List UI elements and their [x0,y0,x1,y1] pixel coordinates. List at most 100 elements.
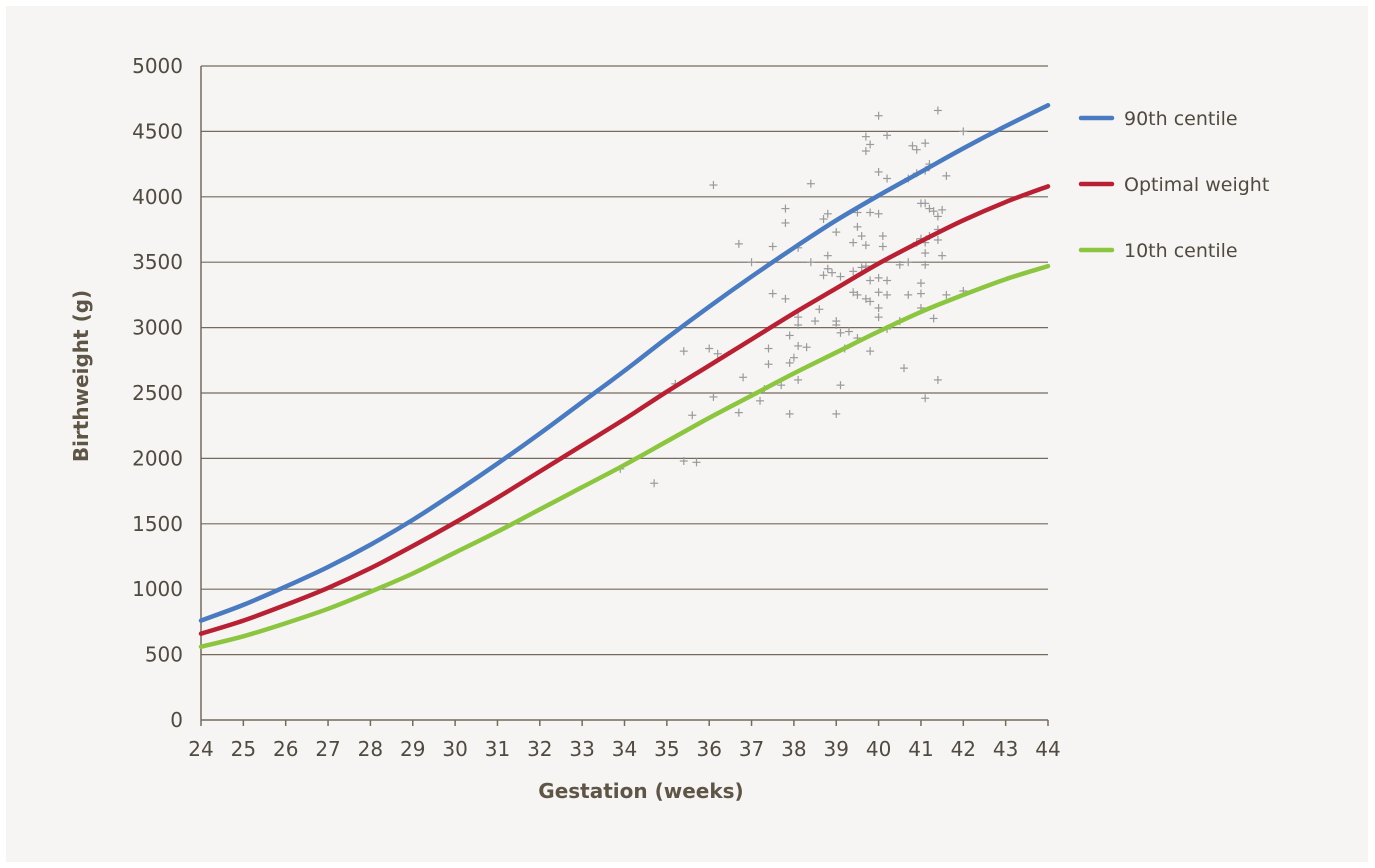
scatter-point [709,181,718,190]
scatter-point [874,209,883,218]
scatter-point [933,375,942,384]
scatter-point [866,347,875,356]
scatter-point [883,131,892,140]
y-tick-label: 500 [145,643,183,667]
scatter-point [916,279,925,288]
scatter-point [756,396,765,405]
axes [200,66,1049,726]
scatter-point [933,106,942,115]
x-tick-label: 29 [400,737,425,761]
x-axis-title: Gestation (weeks) [538,779,743,803]
scatter-point [650,479,659,488]
scatter-point [823,209,832,218]
scatter-point [929,314,938,323]
scatter-point [781,218,790,227]
scatter-point [866,276,875,285]
scatter-points [616,106,968,488]
scatter-point [794,320,803,329]
scatter-point [874,303,883,312]
scatter-point [861,294,870,303]
scatter-point [857,232,866,241]
y-tick-label: 3000 [132,316,183,340]
scatter-point [916,289,925,298]
x-tick-label: 43 [993,737,1018,761]
scatter-point [734,408,743,417]
legend-90th-centile: 90th centile [1078,108,1238,130]
scatter-point [785,331,794,340]
x-tick-label: 27 [315,737,340,761]
scatter-point [849,288,858,297]
x-tick-label: 42 [951,737,976,761]
y-tick-label: 4500 [132,119,183,143]
series-optimal-weight-line [198,184,1051,636]
scatter-point [938,205,947,214]
legend-optimal-weight: Optimal weight [1078,174,1269,196]
scatter-point [883,276,892,285]
x-tick-label: 25 [231,737,256,761]
scatter-point [908,141,917,150]
x-tick-label: 30 [442,737,467,761]
scatter-point [904,258,913,267]
scatter-point [878,242,887,251]
scatter-point [904,290,913,299]
y-tick-label: 1000 [132,577,183,601]
scatter-point [900,364,909,373]
scatter-point [806,179,815,188]
scatter-point [802,343,811,352]
scatter-point [878,232,887,241]
scatter-point [819,271,828,280]
scatter-point [828,268,837,277]
scatter-point [874,288,883,297]
scatter-point [912,145,921,154]
scatter-point [921,394,930,403]
scatter-point [874,273,883,282]
legend-label: 90th centile [1124,108,1238,130]
scatter-point [874,313,883,322]
scatter-point [692,458,701,467]
scatter-point [794,313,803,322]
x-tick-label: 38 [781,737,806,761]
scatter-point [921,260,930,269]
legend-label: 10th centile [1124,240,1238,262]
x-tick-label: 41 [908,737,933,761]
scatter-point [794,375,803,384]
scatter-point [942,171,951,180]
x-tick-label: 35 [654,737,679,761]
legend-10th-centile: 10th centile [1078,240,1238,262]
scatter-point [874,111,883,120]
scatter-point [739,373,748,382]
scatter-point [734,239,743,248]
y-tick-label: 3500 [132,250,183,274]
scatter-point [679,347,688,356]
scatter-point [819,215,828,224]
scatter-point [895,260,904,269]
scatter-point [853,222,862,231]
x-tick-label: 36 [696,737,721,761]
scatter-point [921,139,930,148]
y-axis-title: Birthweight (g) [69,290,93,462]
scatter-point [925,204,934,213]
scatter-point [815,305,824,314]
y-tick-label: 2500 [132,381,183,405]
legend: 90th centile Optimal weight 10th centile [1078,108,1269,262]
scatter-point [844,327,853,336]
y-tick-label: 4000 [132,185,183,209]
series-10th-centile-line [198,263,1051,650]
scatter-point [785,409,794,418]
scatter-point [836,328,845,337]
scatter-point [764,344,773,353]
scatter-point [781,294,790,303]
scatter-point [832,228,841,237]
x-tick-label: 26 [273,737,298,761]
scatter-point [959,127,968,136]
scatter-point [806,258,815,267]
y-tick-label: 1500 [132,512,183,536]
scatter-point [861,241,870,250]
x-tick-label: 28 [358,737,383,761]
scatter-point [866,208,875,217]
scatter-point [836,381,845,390]
x-tick-label: 32 [527,737,552,761]
scatter-point [811,317,820,326]
scatter-point [764,360,773,369]
scatter-point [849,238,858,247]
